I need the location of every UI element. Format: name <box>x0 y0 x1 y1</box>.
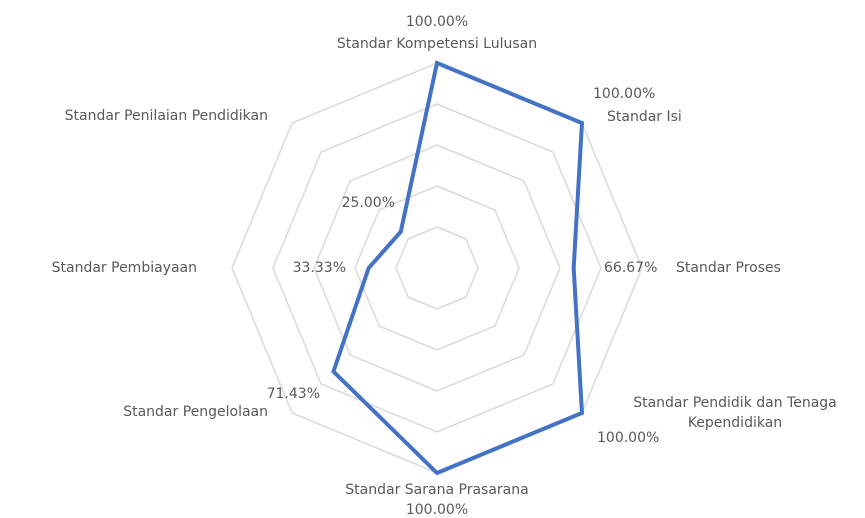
grid-ring <box>313 144 561 392</box>
category-label: Standar Penilaian Pendidikan <box>65 108 268 124</box>
value-label: 100.00% <box>406 502 468 518</box>
value-label: 100.00% <box>597 430 659 446</box>
value-label: 100.00% <box>406 14 468 30</box>
value-label: 66.67% <box>604 260 657 276</box>
category-label: Standar Proses <box>676 260 781 276</box>
grid-ring <box>272 103 602 433</box>
value-label: 25.00% <box>342 195 395 211</box>
series-line <box>331 60 585 476</box>
grid-ring <box>395 226 479 310</box>
category-label: Standar Pembiayaan <box>52 260 197 276</box>
category-label: Standar Kompetensi Lulusan <box>337 36 537 52</box>
value-label: 100.00% <box>593 86 655 102</box>
category-label: Standar Pendidik dan Tenaga Kependidikan <box>633 395 837 431</box>
value-label: 71.43% <box>267 386 320 402</box>
category-label: Standar Isi <box>607 109 682 125</box>
category-label: Standar Sarana Prasarana <box>345 482 528 498</box>
category-label: Standar Pengelolaan <box>123 404 268 420</box>
value-label: 33.33% <box>293 260 346 276</box>
grid-ring <box>354 185 520 351</box>
